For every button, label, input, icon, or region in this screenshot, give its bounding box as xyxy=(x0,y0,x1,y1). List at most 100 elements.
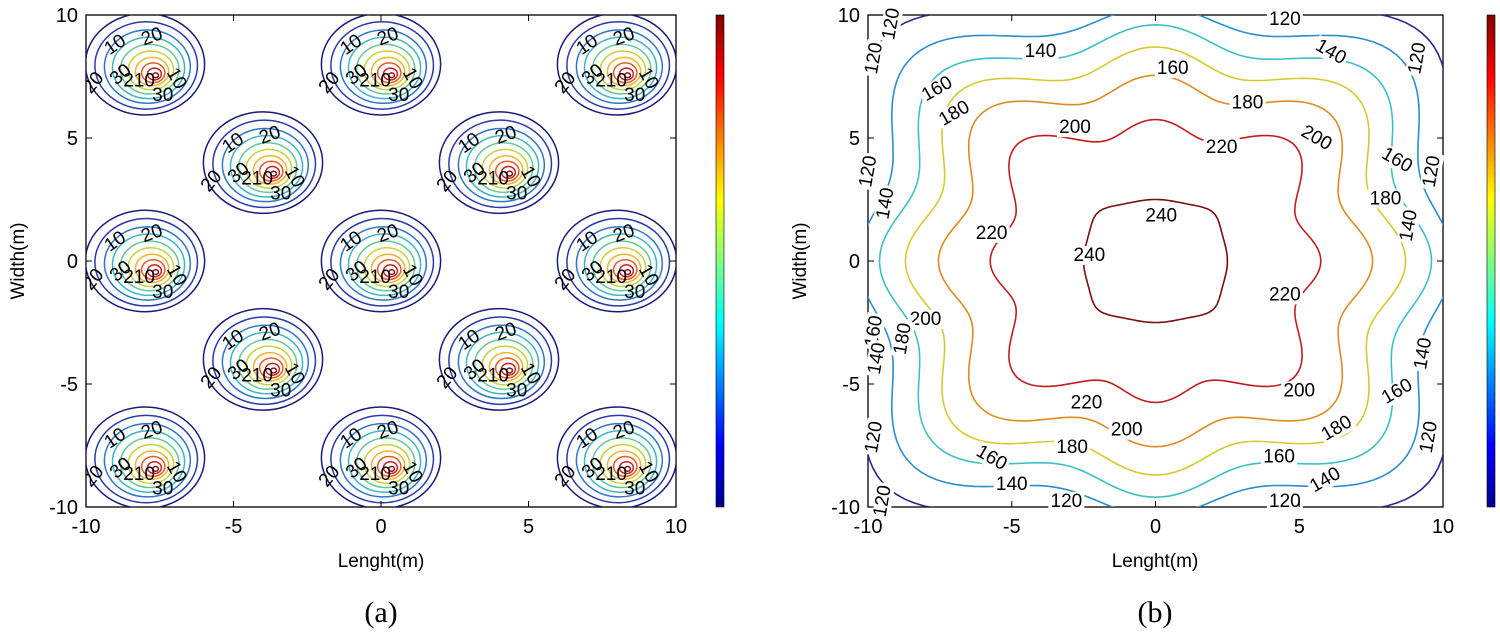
contour-ring xyxy=(103,422,192,498)
contour-ring xyxy=(618,460,635,475)
contour-label: 30 xyxy=(152,85,173,106)
contour-ring xyxy=(229,134,304,198)
contour-ring xyxy=(624,72,632,79)
contour-ring xyxy=(258,357,284,379)
contour-ring xyxy=(500,362,517,376)
contour-ring xyxy=(347,36,422,100)
contour-label-bg xyxy=(1261,447,1298,467)
contour-ring xyxy=(473,338,534,390)
contour-label: 210 xyxy=(595,70,627,91)
contour-label: 220 xyxy=(973,223,1010,244)
contour-label-bg xyxy=(1376,374,1418,409)
contour-ring xyxy=(612,258,638,281)
contour-label: 120 xyxy=(1266,491,1303,512)
contour-label: 120 xyxy=(1048,491,1085,512)
contour-label: 30 xyxy=(270,184,291,205)
contour-label: 210 xyxy=(359,70,391,91)
contour-ring xyxy=(566,20,671,110)
contour-ring xyxy=(103,29,192,105)
contour-ring xyxy=(388,465,396,472)
contour-ring xyxy=(591,43,652,95)
contour-label-bg xyxy=(1367,189,1404,209)
contour-label-bg xyxy=(1154,59,1191,79)
contour-ring xyxy=(212,119,317,209)
contour-ring xyxy=(481,148,529,189)
contour-ring xyxy=(252,155,288,185)
a-ytick-label: 0 xyxy=(67,251,78,273)
a-xtick-label: -5 xyxy=(225,516,243,538)
contour-ring xyxy=(221,324,310,400)
contour-ring xyxy=(376,455,402,478)
contour-label-bg xyxy=(1419,152,1445,191)
a-xtick-label: 10 xyxy=(665,516,687,538)
contour-label: 210 xyxy=(123,267,155,288)
contour-ring xyxy=(556,209,676,313)
contour-label-bg xyxy=(855,152,881,191)
contour-label-bg xyxy=(1416,417,1442,457)
contour-ring xyxy=(376,258,402,281)
contour-ring xyxy=(624,268,632,276)
contour-ring xyxy=(127,443,175,485)
b-xtick-label: -5 xyxy=(1003,516,1021,538)
contour-label-bg xyxy=(873,184,899,223)
contour-label-bg xyxy=(1071,246,1108,265)
contour-ring xyxy=(599,50,647,91)
contour-ring xyxy=(575,29,664,105)
b-xtick-label: 0 xyxy=(1150,516,1161,538)
contour-label-text: 140 xyxy=(1025,41,1057,62)
caption-a: (a) xyxy=(364,596,397,629)
contour-ring xyxy=(591,240,652,292)
contour-label: 210 xyxy=(595,267,627,288)
contour-label-text: 240 xyxy=(1145,206,1177,227)
contour-label-bg xyxy=(934,96,975,131)
contour-ring xyxy=(152,72,160,79)
contour-label-bg xyxy=(1266,492,1303,511)
contour-ring xyxy=(258,160,284,182)
a-ytick-label: -5 xyxy=(60,374,78,396)
contour-label: 120 xyxy=(870,481,896,521)
contour-ring xyxy=(270,367,278,374)
contour-ring xyxy=(583,430,658,493)
contour-ring xyxy=(591,437,652,489)
contour-label-text: 220 xyxy=(976,223,1008,244)
contour-label-bg xyxy=(1296,120,1337,156)
contour-label: 160 xyxy=(1154,58,1191,79)
contour-180 xyxy=(904,46,1407,476)
contour-ring xyxy=(119,437,180,489)
contour-ring xyxy=(103,226,192,301)
contour-ring xyxy=(339,29,428,105)
b-ytick-label: -5 xyxy=(842,374,860,396)
contour-ring xyxy=(94,414,199,504)
y-axis-label-b: Width(m) xyxy=(790,222,811,299)
x-axis-label-b: Lenght(m) xyxy=(1112,551,1199,572)
colorbar-a xyxy=(715,14,725,508)
contour-label: 210 xyxy=(595,464,627,485)
contour-ring xyxy=(556,406,676,507)
contour-ring xyxy=(119,240,180,292)
contour-label: 30 xyxy=(624,282,645,303)
contour-ring xyxy=(583,36,658,100)
contour-ring xyxy=(566,414,671,504)
contour-ring xyxy=(355,437,416,489)
contour-label-text: 220 xyxy=(1206,137,1238,158)
contour-label: 210 xyxy=(359,267,391,288)
contour-ring xyxy=(86,15,206,116)
contour-label: 160 xyxy=(1261,447,1298,468)
contour-ring xyxy=(624,465,632,472)
contour-label: 30 xyxy=(270,380,291,401)
contour-label: 240 xyxy=(1071,245,1108,266)
contour-ring xyxy=(599,443,647,485)
contour-ring xyxy=(457,324,546,400)
contour-label: 120 xyxy=(878,4,904,44)
contour-label-text: 160 xyxy=(1157,58,1189,79)
contour-label-bg xyxy=(1316,411,1358,446)
contour-ring xyxy=(506,170,514,177)
contour-ring xyxy=(146,460,163,475)
contour-label-text: 200 xyxy=(1283,380,1315,401)
contour-label: 210 xyxy=(241,169,273,190)
contour-label-bg xyxy=(1022,41,1059,61)
contour-label-text: 120 xyxy=(1269,491,1301,512)
